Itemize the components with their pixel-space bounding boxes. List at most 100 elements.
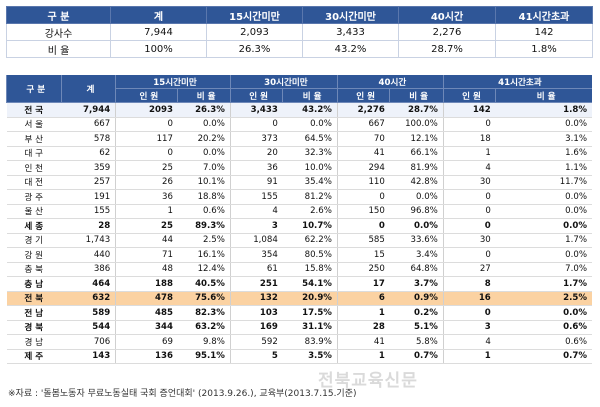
table-row: 충 북 386 48 12.4% 61 15.8% 250 64.8% 27 7.0%	[6, 262, 592, 277]
value-cell: 257	[61, 175, 116, 190]
summary-header-cell: 계	[110, 6, 207, 24]
value-cell: 1	[442, 349, 496, 364]
region-cell: 세 종	[6, 218, 62, 234]
region-cell: 경 북	[6, 320, 62, 335]
summary-row: 강사수 7,944 2,093 3,433 2,276 142	[6, 23, 593, 41]
value-cell: 0.0%	[495, 117, 592, 132]
value-cell: 5.8%	[389, 334, 444, 350]
value-cell: 0	[115, 117, 178, 132]
value-cell: 17.5%	[282, 305, 338, 321]
table-header-row: 구 분 계 15시간미만 30시간미만 40시간 41시간초과	[6, 75, 592, 103]
summary-header-cell: 41시간초과	[495, 6, 593, 24]
header-group: 15시간미만	[115, 75, 231, 89]
value-cell: 0	[442, 305, 496, 321]
value-cell: 32.3%	[282, 146, 338, 161]
value-cell: 43.2%	[282, 102, 338, 118]
value-cell: 0	[442, 218, 496, 234]
value-cell: 4	[442, 334, 496, 350]
value-cell: 48	[115, 262, 178, 277]
value-cell: 26.3%	[177, 102, 231, 118]
region-cell: 경 기	[6, 233, 62, 248]
value-cell: 66.1%	[389, 146, 444, 161]
value-cell: 41	[336, 146, 390, 161]
table-row: 대 구 62 0 0.0% 20 32.3% 41 66.1% 1 1.6%	[6, 146, 592, 161]
value-cell: 7.0%	[177, 160, 231, 176]
value-cell: 0.0%	[389, 189, 444, 205]
header-group: 41시간초과	[442, 75, 592, 89]
table-subheader-row: 인 원 비 율 인 원 비 율 인 원 비 율 인 원 비 율	[6, 88, 592, 103]
subheader-cell: 인 원	[336, 88, 390, 103]
region-cell: 전 국	[6, 102, 62, 118]
value-cell: 0	[442, 204, 496, 219]
value-cell: 0.6%	[495, 334, 592, 350]
value-cell: 136	[115, 349, 178, 364]
value-cell: 95.1%	[177, 349, 231, 364]
value-cell: 30	[442, 175, 496, 190]
value-cell: 440	[61, 247, 116, 263]
value-cell: 464	[61, 276, 116, 292]
value-cell: 592	[229, 334, 283, 350]
value-cell: 1.7%	[495, 233, 592, 248]
summary-row: 비 율 100% 26.3% 43.2% 28.7% 1.8%	[6, 40, 593, 58]
value-cell: 75.6%	[177, 291, 231, 306]
value-cell: 544	[61, 320, 116, 335]
value-cell: 69	[115, 334, 178, 350]
value-cell: 1.8%	[495, 102, 592, 118]
value-cell: 28	[336, 320, 390, 335]
summary-cell: 28.7%	[398, 40, 496, 58]
summary-header-cell: 40시간	[398, 6, 496, 24]
value-cell: 667	[336, 117, 390, 132]
regional-table: 구 분 계 15시간미만 30시간미만 40시간 41시간초과 인 원 비 율 …	[6, 75, 592, 364]
watermark: 전북교육신문	[318, 371, 418, 391]
summary-header-cell: 15시간미만	[206, 6, 303, 24]
value-cell: 0	[229, 117, 283, 132]
summary-cell: 2,276	[398, 23, 496, 41]
value-cell: 3	[229, 218, 283, 234]
value-cell: 82.3%	[177, 305, 231, 321]
value-cell: 64.8%	[389, 262, 444, 277]
table-row: 경 북 544 344 63.2% 169 31.1% 28 5.1% 3 0.6%	[6, 320, 592, 335]
subheader-cell: 인 원	[442, 88, 496, 103]
value-cell: 0.7%	[495, 349, 592, 364]
summary-cell: 2,093	[206, 23, 303, 41]
value-cell: 4	[442, 160, 496, 176]
value-cell: 18	[442, 131, 496, 147]
value-cell: 15	[336, 247, 390, 263]
value-cell: 54.1%	[282, 276, 338, 292]
value-cell: 5.1%	[389, 320, 444, 335]
value-cell: 0	[336, 189, 390, 205]
value-cell: 0.6%	[495, 320, 592, 335]
value-cell: 142	[442, 102, 496, 118]
value-cell: 12.4%	[177, 262, 231, 277]
table-row: 서 울 667 0 0.0% 0 0.0% 667 100.0% 0 0.0%	[6, 117, 592, 132]
table-row: 전 북 632 478 75.6% 132 20.9% 6 0.9% 16 2.5%	[6, 291, 592, 306]
subheader-cell: 비 율	[282, 88, 338, 103]
summary-cell: 142	[495, 23, 593, 41]
value-cell: 485	[115, 305, 178, 321]
region-cell: 전 남	[6, 305, 62, 321]
value-cell: 10.0%	[282, 160, 338, 176]
value-cell: 40.5%	[177, 276, 231, 292]
summary-header-cell: 30시간미만	[302, 6, 399, 24]
value-cell: 251	[229, 276, 283, 292]
value-cell: 20.2%	[177, 131, 231, 147]
value-cell: 155	[61, 204, 116, 219]
region-cell: 울 산	[6, 204, 62, 219]
value-cell: 3,433	[229, 102, 283, 118]
region-cell: 부 산	[6, 131, 62, 147]
table-row: 대 전 257 26 10.1% 91 35.4% 110 42.8% 30 11.7%	[6, 175, 592, 190]
value-cell: 7.0%	[495, 262, 592, 277]
value-cell: 17	[336, 276, 390, 292]
region-cell: 대 전	[6, 175, 62, 190]
header-group: 40시간	[336, 75, 444, 89]
value-cell: 2.6%	[282, 204, 338, 219]
value-cell: 667	[61, 117, 116, 132]
subheader-cell: 인 원	[115, 88, 178, 103]
value-cell: 110	[336, 175, 390, 190]
value-cell: 81.9%	[389, 160, 444, 176]
value-cell: 0	[115, 146, 178, 161]
value-cell: 117	[115, 131, 178, 147]
value-cell: 4	[229, 204, 283, 219]
table-row: 울 산 155 1 0.6% 4 2.6% 150 96.8% 0 0.0%	[6, 204, 592, 219]
value-cell: 344	[115, 320, 178, 335]
